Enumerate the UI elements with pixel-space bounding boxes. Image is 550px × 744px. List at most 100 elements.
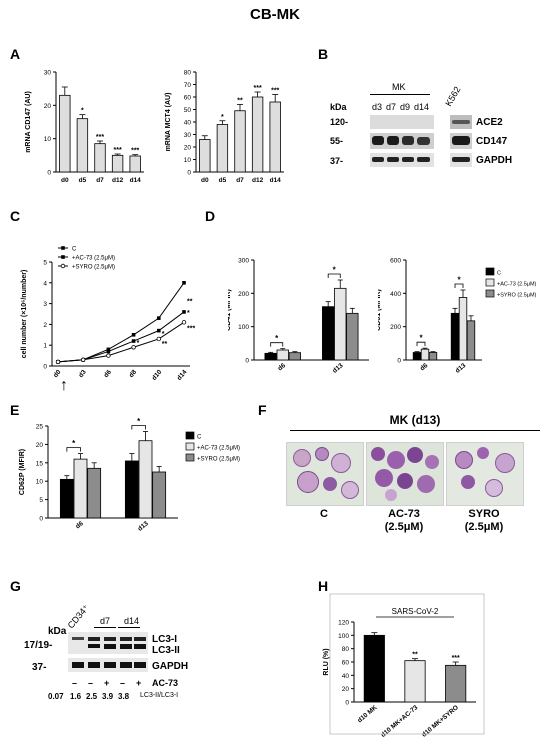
y-tick-label: 70 bbox=[184, 82, 192, 89]
legend-label: +AC-73 (2.5μM) bbox=[197, 446, 240, 452]
g-blot-lc3 bbox=[68, 632, 148, 654]
legend-label: +SYRO (2.5μM) bbox=[197, 457, 240, 463]
data-point bbox=[182, 281, 186, 285]
bar bbox=[264, 352, 277, 361]
y-tick-label: 0 bbox=[39, 516, 43, 523]
micrograph-label-syro: SYRO (2.5μM) bbox=[464, 508, 504, 533]
bar bbox=[73, 458, 88, 519]
x-tick-label: d5 bbox=[219, 177, 227, 184]
legend-swatch bbox=[485, 267, 495, 276]
significance-label: *** bbox=[114, 147, 122, 154]
micrograph-label-c: C bbox=[320, 508, 328, 520]
legend-label: C bbox=[497, 271, 501, 277]
x-tick-label: d14 bbox=[130, 177, 142, 184]
micrograph-label-ac73: AC-73 (2.5μM) bbox=[384, 508, 424, 533]
significance-label: * bbox=[457, 276, 461, 285]
g-ratio-1: 0.07 bbox=[48, 692, 64, 701]
bar bbox=[450, 312, 460, 361]
series-line bbox=[57, 321, 185, 363]
x-tick-label: d10 MK+SYRO bbox=[421, 704, 460, 739]
significance-label: * bbox=[333, 266, 337, 275]
micrograph-ac73 bbox=[366, 442, 444, 506]
chart-frame bbox=[329, 593, 485, 735]
bar bbox=[322, 306, 335, 361]
x-tick-label: d6 bbox=[74, 520, 85, 530]
x-tick-label: d6 bbox=[103, 368, 113, 379]
bar bbox=[334, 287, 347, 361]
x-tick-label: d10 bbox=[151, 368, 164, 381]
bar bbox=[420, 348, 430, 361]
panel-label-d: D bbox=[205, 208, 216, 224]
g-marker-37: 37- bbox=[32, 662, 47, 673]
y-tick-label: 5 bbox=[43, 260, 47, 267]
panel-label-f: F bbox=[258, 402, 267, 418]
g-ratio-3: 2.5 bbox=[86, 692, 98, 701]
g-lane-d7: d7 bbox=[100, 616, 111, 626]
bar bbox=[466, 320, 476, 361]
protein-ace2: ACE2 bbox=[476, 117, 503, 128]
y-tick-label: 20 bbox=[184, 145, 192, 152]
chart-cd147-mrna: 0 10 20 30 mRNA CD147 (AU) d0 * d5 *** d7 *** d12 **… bbox=[25, 70, 144, 184]
y-tick-label: 4 bbox=[43, 280, 47, 287]
x-tick-label: d10 MK bbox=[356, 704, 378, 724]
chart-cell-number: 0 1 2 3 4 5 cell number (×10⁶/number) d0 d3 d6 d8 d… bbox=[21, 246, 195, 382]
chart-title: SARS-CoV-2 bbox=[392, 607, 439, 616]
x-tick-label: d7 bbox=[236, 177, 244, 184]
g-treatment-label: AC-73 bbox=[152, 678, 179, 688]
data-point bbox=[131, 345, 136, 350]
significance-bracket bbox=[416, 341, 426, 347]
x-tick-label: d6 bbox=[277, 362, 288, 372]
legend-swatch bbox=[185, 453, 195, 462]
legend-label: C bbox=[72, 247, 77, 253]
panel-label-a: A bbox=[10, 46, 21, 62]
legend-marker bbox=[61, 246, 65, 250]
data-point bbox=[182, 310, 186, 314]
data-point bbox=[156, 336, 161, 342]
y-tick-label: 10 bbox=[36, 479, 44, 486]
x-tick-label: d7 bbox=[96, 177, 104, 184]
significance-label: * bbox=[221, 114, 224, 121]
significance-bracket bbox=[66, 447, 81, 452]
y-tick-label: 60 bbox=[184, 95, 192, 102]
panel-label-e: E bbox=[10, 402, 20, 418]
data-point bbox=[80, 357, 86, 362]
lane-d3: d3 bbox=[372, 102, 383, 112]
bar bbox=[288, 352, 301, 361]
g-protein-lc3i: LC3-I bbox=[152, 634, 177, 645]
panel-label-b: B bbox=[318, 46, 329, 62]
lane-d14: d14 bbox=[414, 102, 430, 112]
bar bbox=[445, 664, 467, 703]
figure-title: CB-MK bbox=[250, 6, 300, 23]
g-sign-3: + bbox=[104, 678, 110, 688]
legend-label: +AC-73 (2.5μM) bbox=[497, 282, 537, 288]
significance-bracket bbox=[327, 273, 341, 278]
lane-d9: d9 bbox=[400, 102, 411, 112]
bar bbox=[87, 467, 102, 519]
data-point bbox=[181, 320, 187, 325]
data-point bbox=[106, 349, 111, 354]
legend-swatch bbox=[185, 431, 195, 440]
panel-label-g: G bbox=[10, 578, 21, 594]
x-tick-label: d12 bbox=[112, 177, 124, 184]
bar bbox=[59, 94, 71, 173]
y-tick-label: 300 bbox=[238, 258, 249, 265]
data-point bbox=[157, 316, 161, 320]
x-tick-label: d0 bbox=[61, 177, 69, 184]
legend-label: +SYRO (2.5μM) bbox=[72, 265, 115, 271]
significance-label: *** bbox=[131, 148, 139, 155]
micrograph-control bbox=[286, 442, 364, 506]
blot-cd147-k562 bbox=[450, 133, 472, 149]
g-sign-2: – bbox=[88, 678, 94, 688]
significance-label: ** bbox=[412, 652, 418, 659]
y-tick-label: 40 bbox=[184, 120, 192, 127]
microscopy-header-line bbox=[290, 430, 540, 431]
legend-label: +AC-73 (2.5μM) bbox=[72, 256, 115, 262]
g-ratio-4: 3.9 bbox=[102, 692, 114, 701]
y-tick-label: 2 bbox=[43, 322, 47, 329]
y-tick-label: 1 bbox=[43, 343, 47, 350]
y-tick-label: 25 bbox=[36, 424, 44, 431]
legend-label: C bbox=[197, 435, 202, 441]
g-sign-1: – bbox=[72, 678, 78, 688]
panel-label-c: C bbox=[10, 208, 21, 224]
